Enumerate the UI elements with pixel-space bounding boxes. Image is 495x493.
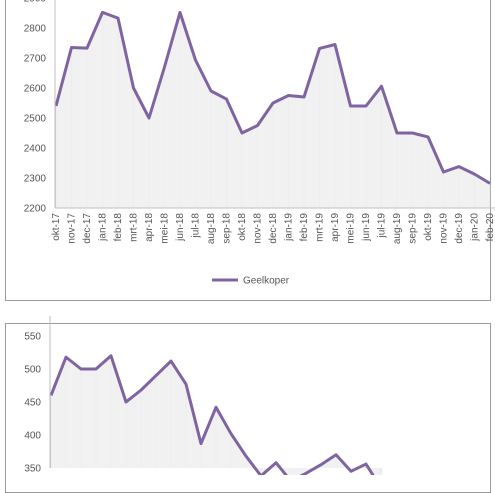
x-tick-label: mei-19 [346,213,357,244]
x-tick-label: jan-18 [98,213,109,242]
x-tick-label: dec-18 [268,213,279,244]
x-tick-label: sep-18 [222,213,233,244]
legend-label-geelkoper: Geelkoper [243,276,290,287]
x-tick-label: nov-19 [439,213,450,244]
y-tick-label: 550 [24,332,41,343]
series-area-geelkoper [56,12,490,209]
x-tick-label: mrt-18 [129,213,140,242]
geelkoper-chart: 2200 2300 2400 2500 2600 2700 2800 2900 okt-17 n… [24,0,495,287]
x-tick-label: nov-17 [67,213,78,244]
series-line-geelkoper [54,10,491,185]
legend: Geelkoper [212,276,290,287]
x-tick-label: dec-19 [454,213,465,244]
x-tick-label: feb-20 [485,213,495,242]
x-tick-label: dec-17 [82,213,93,244]
x-tick-label: jun-19 [361,213,372,242]
y-tick-label: 500 [24,365,41,376]
y-tick-label: 2800 [24,24,47,35]
x-tick-label: sep-19 [408,213,419,244]
x-tick-label: okt-17 [51,213,62,241]
y-tick-labels: 350 400 450 500 550 [24,332,41,475]
x-tick-label: apr-19 [330,213,341,242]
series-area [51,355,381,475]
x-tick-labels: okt-17 nov-17 dec-17 jan-18 feb-18 mrt-18 apr-… [51,213,495,245]
x-tick-label: jul-19 [377,213,388,239]
y-tick-label: 2300 [24,174,47,185]
y-tick-label: 2500 [24,114,47,125]
y-tick-label: 400 [24,431,41,442]
y-tick-label: 2200 [24,204,47,215]
x-tick-label: feb-18 [113,213,124,242]
x-tick-label: aug-19 [392,213,403,245]
x-tick-label: aug-18 [206,213,217,245]
x-tick-label: jan-20 [470,213,481,242]
y-tick-label: 2900 [24,0,47,5]
x-tick-label: jun-18 [175,213,186,242]
y-tick-label: 450 [24,398,41,409]
second-chart: 350 400 450 500 550 [24,316,382,475]
y-tick-label: 2700 [24,54,47,65]
x-tick-label: okt-18 [237,213,248,241]
y-tick-label: 350 [24,464,41,475]
y-tick-label: 2600 [24,84,47,95]
y-tick-label: 2400 [24,144,47,155]
x-tick-label: nov-18 [253,213,264,244]
x-tick-label: okt-19 [423,213,434,241]
series-line [49,354,375,475]
x-tick-label: feb-19 [299,213,310,242]
x-tick-label: mei-18 [160,213,171,244]
y-tick-labels: 2200 2300 2400 2500 2600 2700 2800 2900 [24,0,47,215]
x-tick-label: jul-18 [191,213,202,239]
x-tick-label: mrt-19 [315,213,326,242]
x-tick-label: apr-18 [144,213,155,242]
x-tick-label: jan-19 [284,213,295,242]
